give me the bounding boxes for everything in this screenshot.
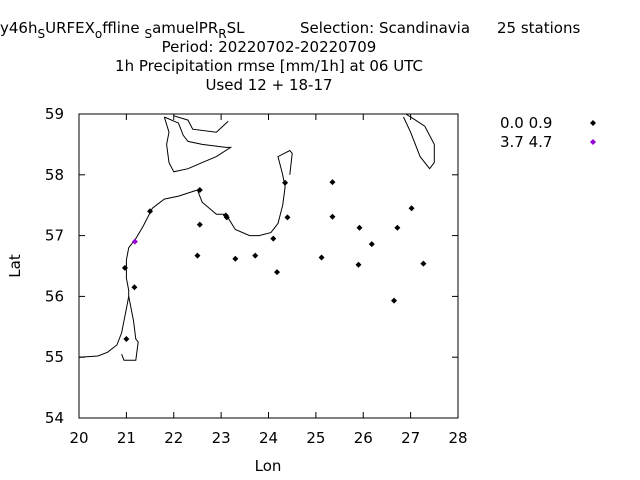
point-series-0 — [356, 224, 363, 231]
y-axis-label: Lat — [6, 254, 24, 278]
legend-label: 3.7 4.7 — [500, 133, 552, 151]
chart-title-stations: 25 stations — [497, 19, 580, 37]
x-axis-label: Lon — [255, 457, 282, 475]
coastline-4 — [403, 113, 435, 170]
legend-label: 0.0 0.9 — [500, 114, 552, 132]
point-series-0 — [368, 241, 375, 248]
y-tick-label: 56 — [45, 287, 64, 305]
point-series-0 — [223, 214, 230, 221]
legend-marker — [590, 139, 596, 145]
point-series-0 — [329, 179, 336, 186]
chart-title-variable: 1h Precipitation rmse [mm/1h] at 06 UTC — [115, 57, 423, 75]
point-series-0 — [284, 214, 291, 221]
point-series-0 — [147, 208, 154, 215]
y-tick-label: 58 — [45, 166, 64, 184]
point-series-0 — [391, 297, 398, 304]
point-series-0 — [121, 264, 128, 271]
plot-frame — [78, 113, 459, 419]
axis-ticks: 20 21 22 23 24 25 26 27 28 54 55 56 57 58 59 — [45, 105, 468, 447]
point-series-0 — [420, 260, 427, 267]
point-series-0 — [196, 221, 203, 228]
point-series-0 — [131, 284, 138, 291]
legend: 0.0 0.93.7 4.7 — [500, 114, 596, 151]
x-tick-label: 21 — [117, 429, 136, 447]
x-tick-label: 23 — [212, 429, 231, 447]
point-series-0 — [270, 235, 277, 242]
chart-title-used: Used 12 + 18-17 — [205, 76, 332, 94]
point-series-0 — [123, 335, 130, 342]
point-series-0 — [232, 255, 239, 262]
y-tick-label: 57 — [45, 227, 64, 245]
x-tick-label: 28 — [448, 429, 467, 447]
point-series-0 — [408, 205, 415, 212]
x-tick-label: 24 — [259, 429, 278, 447]
point-series-0 — [196, 187, 203, 193]
data-points — [121, 179, 427, 342]
point-series-0 — [355, 261, 362, 268]
y-tick-label: 59 — [45, 105, 64, 123]
x-tick-label: 27 — [401, 429, 420, 447]
chart-title-line1: y46hSURFEXoffline SamuelPRRSL — [0, 19, 245, 41]
coastline-2 — [163, 116, 233, 173]
point-series-0 — [329, 213, 336, 220]
point-series-0 — [282, 179, 289, 186]
y-tick-label: 54 — [45, 409, 64, 427]
point-series-0 — [318, 254, 325, 261]
chart-title-selection: Selection: Scandinavia — [300, 19, 470, 37]
coastline-1 — [121, 296, 139, 361]
chart-title-period: Period: 20220702-20220709 — [162, 38, 377, 56]
point-series-0 — [252, 252, 259, 259]
point-series-0 — [274, 269, 281, 276]
coastline-0 — [78, 149, 293, 358]
coastline-3 — [173, 115, 229, 133]
x-tick-label: 22 — [164, 429, 183, 447]
x-tick-label: 26 — [354, 429, 373, 447]
x-tick-label: 25 — [306, 429, 325, 447]
point-series-0 — [394, 224, 401, 231]
point-series-1 — [131, 238, 138, 245]
x-tick-label: 20 — [69, 429, 88, 447]
coastline-layer — [78, 113, 435, 361]
legend-marker — [590, 120, 596, 126]
y-tick-label: 55 — [45, 348, 64, 366]
point-series-0 — [194, 252, 201, 259]
